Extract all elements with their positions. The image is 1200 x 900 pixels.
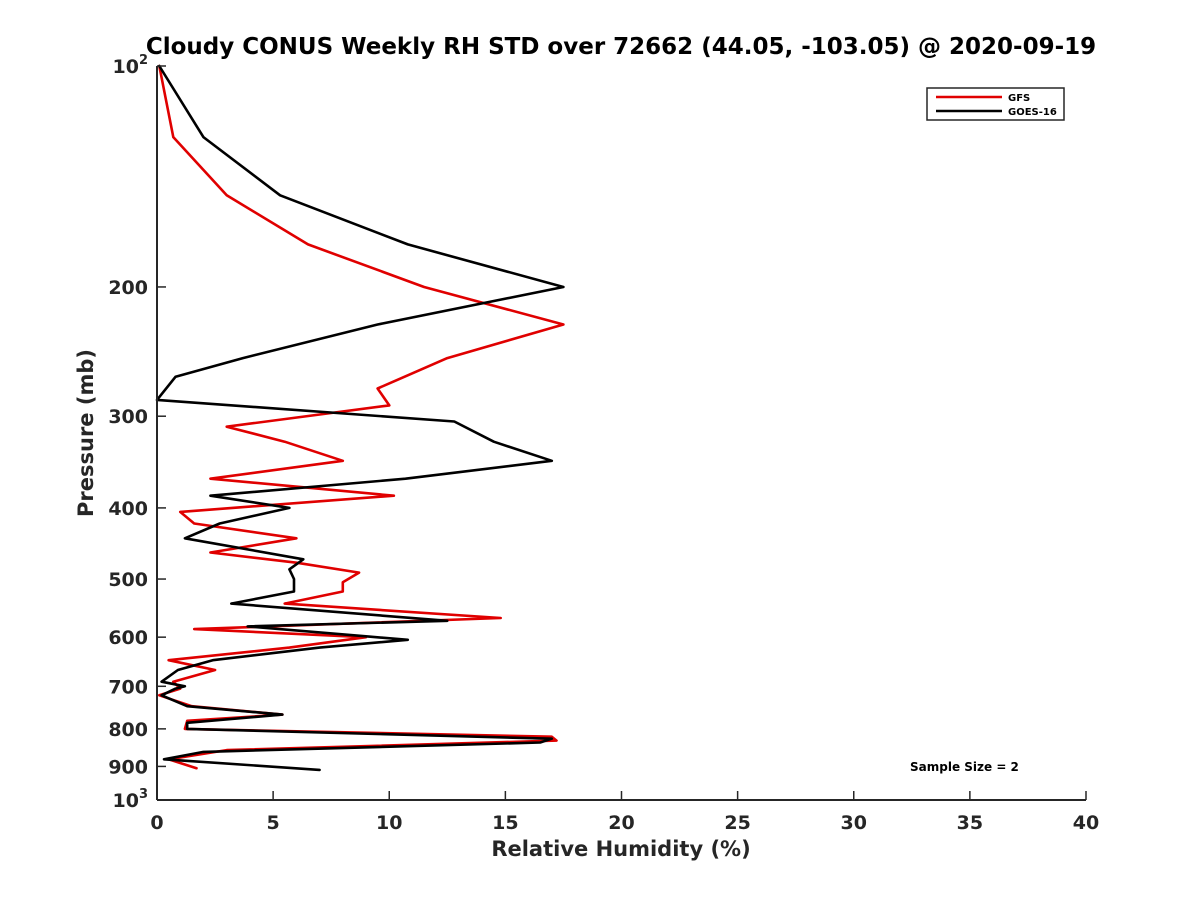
x-axis-ticks: 0 5 10 15 20 25 30 35 40 xyxy=(150,791,1099,834)
series-layer xyxy=(155,64,565,772)
legend-label-gfs: GFS xyxy=(1008,93,1030,104)
y-tick-label: 400 xyxy=(108,498,148,520)
x-tick-label: 20 xyxy=(608,812,634,834)
legend: GFS GOES-16 xyxy=(926,87,1065,121)
sample-size-annotation: Sample Size = 2 xyxy=(910,760,1019,774)
legend-box xyxy=(926,87,1065,121)
y-tick-label: 102 xyxy=(113,53,149,78)
x-tick-label: 40 xyxy=(1073,812,1099,834)
y-tick-label: 600 xyxy=(108,627,148,649)
x-tick-label: 25 xyxy=(724,812,750,834)
series-line-goes16 xyxy=(155,64,565,772)
x-tick-label: 0 xyxy=(150,812,163,834)
chart-title: Cloudy CONUS Weekly RH STD over 72662 (4… xyxy=(146,34,1096,60)
y-tick-label: 200 xyxy=(108,277,148,299)
y-tick-label: 500 xyxy=(108,569,148,591)
y-axis-ticks: 102 200 300 400 500 600 700 800 900 103 xyxy=(108,53,166,812)
x-tick-label: 30 xyxy=(841,812,867,834)
y-axis-label: Pressure (mb) xyxy=(74,349,98,517)
x-tick-label: 15 xyxy=(492,812,518,834)
x-tick-label: 35 xyxy=(957,812,983,834)
y-tick-label: 800 xyxy=(108,719,148,741)
y-tick-label: 103 xyxy=(113,787,149,812)
x-tick-label: 10 xyxy=(376,812,402,834)
x-tick-label: 5 xyxy=(267,812,280,834)
y-tick-label: 700 xyxy=(108,676,148,698)
y-tick-label: 900 xyxy=(108,756,148,778)
y-tick-label: 300 xyxy=(108,406,148,428)
legend-label-goes16: GOES-16 xyxy=(1008,107,1057,118)
x-axis-label: Relative Humidity (%) xyxy=(491,837,750,861)
